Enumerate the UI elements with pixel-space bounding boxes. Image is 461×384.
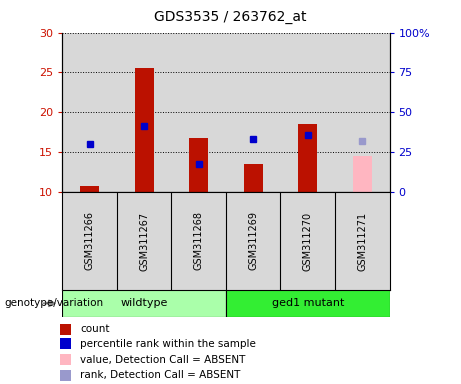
Text: genotype/variation: genotype/variation <box>5 298 104 308</box>
Bar <box>135 68 154 192</box>
Text: GSM311271: GSM311271 <box>357 212 367 270</box>
Bar <box>353 156 372 192</box>
Text: GSM311269: GSM311269 <box>248 212 258 270</box>
Text: rank, Detection Call = ABSENT: rank, Detection Call = ABSENT <box>80 371 240 381</box>
Bar <box>62 290 226 317</box>
Text: GSM311267: GSM311267 <box>139 212 149 270</box>
Bar <box>243 164 263 192</box>
Bar <box>80 186 99 192</box>
Text: GDS3535 / 263762_at: GDS3535 / 263762_at <box>154 10 307 23</box>
Text: count: count <box>80 324 109 334</box>
Text: ged1 mutant: ged1 mutant <box>272 298 344 308</box>
Bar <box>60 354 71 365</box>
Text: percentile rank within the sample: percentile rank within the sample <box>80 339 256 349</box>
Text: GSM311268: GSM311268 <box>194 212 204 270</box>
Bar <box>60 370 71 381</box>
Bar <box>60 324 71 334</box>
Text: wildtype: wildtype <box>120 298 168 308</box>
Bar <box>189 138 208 192</box>
Bar <box>60 338 71 349</box>
Text: value, Detection Call = ABSENT: value, Detection Call = ABSENT <box>80 354 245 364</box>
Bar <box>298 124 317 192</box>
Text: GSM311266: GSM311266 <box>84 212 95 270</box>
Text: GSM311270: GSM311270 <box>303 212 313 270</box>
Bar <box>226 290 390 317</box>
